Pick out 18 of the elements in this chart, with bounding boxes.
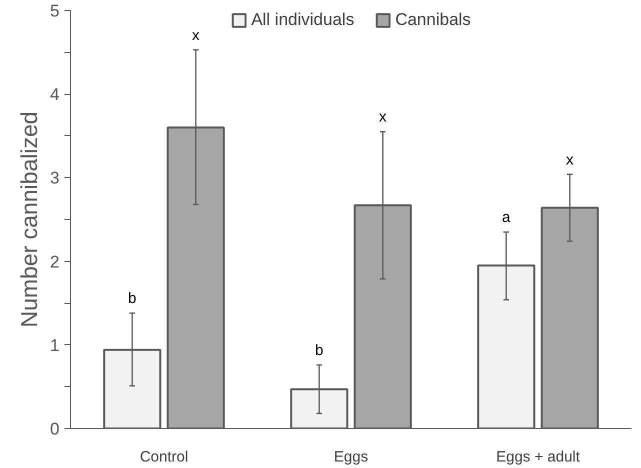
annotation: x [192,26,200,44]
annotation: b [128,290,136,308]
x-tick-label: Control [140,448,188,466]
legend-label: Cannibals [395,10,471,30]
x-tick-label: Eggs [334,448,368,466]
x-tick-label: Eggs + adult [496,448,581,466]
y-axis-title: Number cannibalized [16,111,42,328]
y-tick-label: 0 [50,420,60,438]
y-tick-label: 3 [50,168,60,188]
y-tick-label: 2 [50,252,60,272]
annotation: x [566,151,574,168]
y-tick-label: 1 [50,336,60,355]
legend-label: All individuals [251,10,354,30]
annotation: x [379,108,388,126]
annotation: b [315,342,324,359]
annotation: a [502,209,512,226]
y-tick-label: 5 [50,2,60,20]
y-tick-label: 4 [50,85,60,104]
